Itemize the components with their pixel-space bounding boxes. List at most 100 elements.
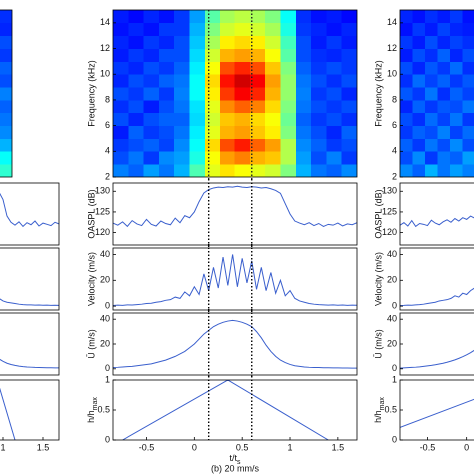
heat-cell bbox=[265, 151, 281, 165]
heat-cell bbox=[234, 151, 251, 165]
y-tick-label: 2 bbox=[392, 171, 397, 181]
heat-cell bbox=[341, 48, 357, 62]
heat-cell bbox=[0, 164, 12, 177]
heat-cell bbox=[220, 10, 235, 24]
panel bbox=[400, 349, 474, 369]
panel bbox=[400, 10, 474, 177]
heat-cell bbox=[220, 35, 235, 49]
heat-cell bbox=[280, 22, 297, 37]
y-tick-label: 12 bbox=[100, 43, 110, 53]
y-tick-label: 0 bbox=[105, 301, 110, 311]
heat-cell bbox=[189, 87, 206, 101]
x-axis-label: t/ts bbox=[229, 453, 241, 466]
x-axis-label-sub: s bbox=[237, 459, 241, 466]
heat-cell bbox=[189, 35, 206, 49]
heat-cell bbox=[400, 99, 413, 114]
panel bbox=[113, 185, 357, 228]
heat-cell bbox=[280, 61, 297, 75]
axes-frame bbox=[0, 312, 60, 376]
heat-cell bbox=[174, 125, 190, 139]
heat-cell bbox=[412, 22, 426, 37]
heat-cell bbox=[128, 74, 145, 88]
heat-cell bbox=[249, 99, 266, 114]
heat-cell bbox=[295, 48, 312, 62]
heat-cell bbox=[265, 99, 281, 114]
heat-cell bbox=[265, 87, 281, 101]
heat-cell bbox=[128, 151, 145, 165]
heat-cell bbox=[220, 151, 235, 165]
heat-cell bbox=[220, 48, 235, 62]
heat-cell bbox=[462, 10, 474, 24]
heat-cell bbox=[113, 61, 129, 75]
y-tick-label: 20 bbox=[387, 338, 397, 348]
heat-cell bbox=[249, 74, 266, 88]
heat-cell bbox=[128, 125, 145, 139]
heat-cell bbox=[234, 125, 251, 139]
heat-cell bbox=[450, 74, 464, 88]
heat-cell bbox=[174, 164, 190, 177]
caption: (b) 20 mm/s bbox=[211, 463, 260, 473]
heat-cell bbox=[249, 164, 266, 177]
heat-cell bbox=[462, 125, 474, 139]
heat-cell bbox=[400, 61, 413, 75]
heat-cell bbox=[295, 22, 312, 37]
x-tick-label: -0.5 bbox=[139, 442, 155, 452]
heat-cell bbox=[462, 99, 474, 114]
axes-frame bbox=[399, 182, 474, 246]
heat-cell bbox=[280, 151, 297, 165]
panel bbox=[122, 380, 329, 440]
heat-cell bbox=[326, 99, 343, 114]
y-axis-label: Velocity (m/s) bbox=[86, 252, 96, 306]
panel bbox=[113, 10, 357, 177]
heat-cell bbox=[174, 61, 190, 75]
heat-cell bbox=[341, 112, 357, 127]
heat-cell bbox=[204, 112, 221, 127]
y-tick-label: 40 bbox=[100, 314, 110, 324]
heat-cell bbox=[450, 48, 464, 62]
heat-cell bbox=[462, 164, 474, 177]
heat-cell bbox=[265, 112, 281, 127]
heat-cell bbox=[0, 10, 12, 24]
heat-cell bbox=[143, 164, 160, 177]
heat-cell bbox=[0, 35, 12, 49]
heat-cell bbox=[326, 35, 343, 49]
heat-cell bbox=[400, 35, 413, 49]
heat-cell bbox=[280, 35, 297, 49]
y-tick-label: 20 bbox=[387, 275, 397, 285]
axes-frame bbox=[0, 9, 13, 178]
heat-cell bbox=[295, 87, 312, 101]
heat-cell bbox=[234, 10, 251, 24]
heat-cell bbox=[400, 48, 413, 62]
heat-cell bbox=[249, 10, 266, 24]
heat-cell bbox=[450, 164, 464, 177]
heat-cell bbox=[400, 125, 413, 139]
panel bbox=[0, 358, 59, 369]
heat-cell bbox=[311, 48, 327, 62]
heat-cell bbox=[412, 48, 426, 62]
heat-cell bbox=[295, 125, 312, 139]
y-tick-label: 0 bbox=[392, 363, 397, 373]
heat-cell bbox=[234, 61, 251, 75]
heat-cell bbox=[425, 151, 439, 165]
heat-cell bbox=[311, 125, 327, 139]
data-line bbox=[113, 185, 357, 228]
heat-cell bbox=[400, 87, 413, 101]
heat-cell bbox=[280, 125, 297, 139]
heat-cell bbox=[204, 138, 221, 152]
axes-frame bbox=[0, 379, 60, 441]
heat-cell bbox=[326, 112, 343, 127]
y-axis-label: Frequency (kHz) bbox=[373, 60, 383, 127]
heat-cell bbox=[189, 112, 206, 127]
heat-cell bbox=[341, 22, 357, 37]
heat-cell bbox=[158, 138, 175, 152]
data-line bbox=[113, 319, 357, 369]
heat-cell bbox=[234, 87, 251, 101]
heat-cell bbox=[425, 48, 439, 62]
heat-cell bbox=[326, 164, 343, 177]
heat-cell bbox=[0, 112, 12, 127]
heat-cell bbox=[265, 125, 281, 139]
heat-cell bbox=[280, 164, 297, 177]
heat-cell bbox=[174, 112, 190, 127]
heat-cell bbox=[341, 61, 357, 75]
heat-cell bbox=[280, 138, 297, 152]
